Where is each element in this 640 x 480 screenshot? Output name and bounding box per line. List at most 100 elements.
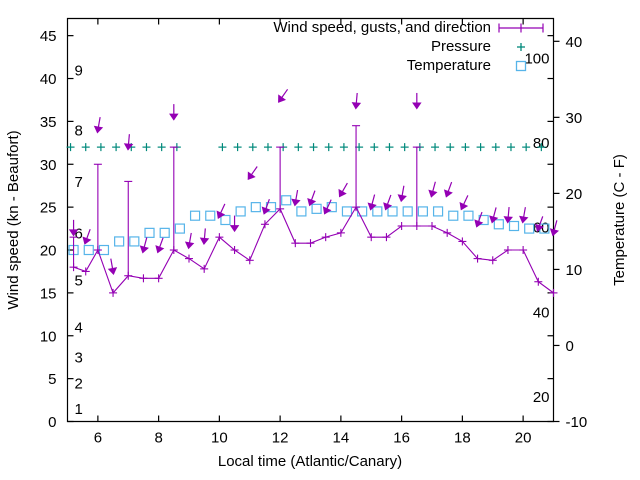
wind-speed-point	[124, 271, 133, 280]
pressure-point	[218, 143, 227, 152]
wind-speed-point	[519, 246, 528, 255]
wind-speed-point	[69, 263, 78, 272]
wind-direction-arrow	[367, 194, 377, 211]
temperature-point	[189, 210, 201, 221]
y-tick-label: 5	[48, 371, 56, 388]
wind-speed-point	[321, 233, 330, 242]
temperature-point	[83, 244, 94, 256]
temperature-point	[144, 227, 155, 238]
y-tick-label: 0	[48, 414, 56, 431]
gust-bar	[352, 125, 361, 208]
wind-speed-point	[260, 220, 269, 229]
fahrenheit-label: 40	[533, 305, 550, 322]
pressure-point	[66, 143, 75, 152]
legend-key-1	[517, 43, 525, 51]
x-tick-label: 12	[272, 430, 289, 447]
y-axis-title: Wind speed (kn - Beaufort)	[5, 130, 22, 309]
wind-speed-point	[185, 254, 193, 263]
wind-direction-arrow	[107, 258, 118, 275]
temperature-point	[114, 236, 125, 247]
pressure-point	[461, 143, 470, 152]
wind-speed-point	[230, 246, 239, 255]
pressure-point	[248, 143, 257, 152]
pressure-point	[431, 143, 440, 152]
temperature-point	[159, 227, 170, 238]
wind-speed-point	[458, 237, 467, 246]
pressure-point	[96, 143, 105, 152]
wind-direction-arrow	[351, 92, 362, 110]
wind-speed-point	[81, 267, 90, 276]
wind-direction-arrow	[123, 134, 134, 151]
temperature-point	[174, 223, 185, 234]
wind-speed-point	[200, 264, 209, 273]
temperature-point	[372, 206, 383, 217]
wind-direction-arrow	[535, 216, 544, 232]
y2-axis-title: Temperature (C - F)	[611, 154, 628, 286]
legend-label-1: Pressure	[431, 38, 491, 55]
wind-speed-point	[352, 203, 361, 212]
pressure-point	[491, 143, 500, 152]
legend-key-2	[515, 60, 527, 72]
legend-label-0: Wind speed, gusts, and direction	[273, 19, 491, 36]
wind-speed-point	[443, 228, 452, 237]
y2-tick-label: 0	[566, 338, 574, 355]
wind-speed-point	[367, 233, 376, 242]
wind-direction-arrow	[247, 166, 258, 181]
x-axis-title: Local time (Atlantic/Canary)	[218, 453, 402, 470]
wind-speed-point	[169, 246, 178, 255]
pressure-point	[446, 143, 455, 152]
beaufort-label: 8	[75, 122, 83, 139]
y-tick-label: 30	[40, 157, 57, 174]
beaufort-label: 3	[75, 350, 83, 367]
temperature-point	[311, 203, 322, 214]
pressure-point	[537, 143, 546, 152]
temperature-point	[432, 206, 444, 217]
wind-direction-arrow	[338, 182, 348, 198]
pressure-point	[476, 143, 485, 152]
wind-speed-point	[382, 233, 391, 242]
wind-speed-point	[109, 288, 118, 297]
y-tick-label: 10	[40, 328, 57, 345]
wind-speed-point	[336, 228, 345, 237]
wind-direction-arrow	[261, 199, 271, 215]
y2-tick-label: 30	[566, 110, 583, 127]
wind-speed-point	[397, 222, 406, 231]
wind-direction-arrow	[184, 232, 195, 250]
legend-key-0	[498, 23, 544, 33]
gust-bar	[169, 146, 178, 251]
pressure-point	[324, 143, 333, 152]
wind-series	[68, 88, 559, 297]
x-tick-label: 16	[393, 430, 410, 447]
pressure-point	[339, 143, 348, 152]
temperature-point	[463, 210, 474, 221]
y2-axis: -10 0 10 20 30 40	[553, 34, 587, 431]
x-tick-label: 10	[211, 430, 228, 447]
temperature-point	[524, 223, 535, 234]
wind-direction-arrow	[139, 237, 149, 254]
pressure-point	[157, 143, 166, 152]
pressure-point	[112, 143, 121, 152]
temperature-point	[402, 206, 413, 217]
wind-speed-point	[245, 256, 254, 265]
beaufort-label: 4	[75, 320, 83, 337]
gust-bar	[69, 236, 78, 268]
temperature-point	[417, 206, 428, 217]
temperature-point	[448, 210, 459, 221]
wind-direction-arrow	[519, 207, 529, 224]
wind-direction-arrow	[459, 195, 469, 211]
y-tick-label: 40	[40, 71, 57, 88]
wind-direction-arrow	[169, 104, 179, 121]
pressure-point	[385, 143, 394, 152]
temperature-point	[387, 206, 398, 217]
beaufort-label: 2	[75, 375, 83, 392]
pressure-point	[309, 143, 318, 152]
wind-direction-arrow	[474, 211, 484, 228]
y2-tick-label: 20	[566, 186, 583, 203]
pressure-point	[142, 143, 151, 152]
beaufort-label: 9	[75, 62, 83, 79]
wind-speed-point	[473, 254, 482, 263]
wind-direction-arrow	[503, 206, 513, 224]
